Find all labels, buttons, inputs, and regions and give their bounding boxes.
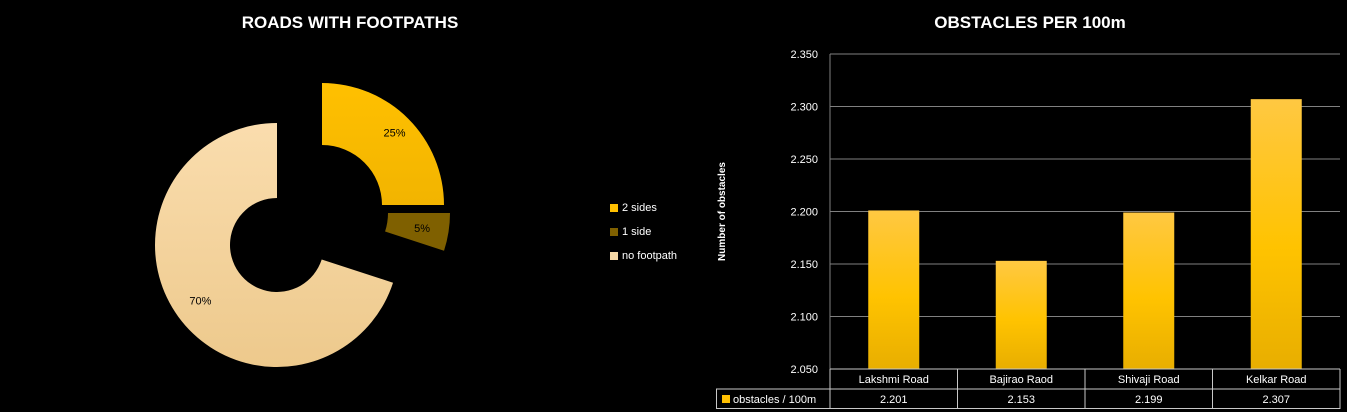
donut-data-label: 70%: [189, 296, 211, 308]
y-tick-label: 2.350: [790, 49, 818, 61]
legend-swatch: [610, 252, 618, 260]
y-axis-title: Number of obstacles: [717, 162, 728, 261]
y-tick-label: 2.200: [790, 207, 818, 219]
bar-chart-title: OBSTACLES PER 100m: [934, 13, 1126, 32]
legend-item-1-side: 1 side: [610, 220, 677, 244]
table-series-name: obstacles / 100m: [733, 394, 816, 406]
x-category-label: Shivaji Road: [1118, 374, 1180, 386]
x-category-label: Bajirao Raod: [989, 374, 1053, 386]
table-value: 2.307: [1262, 394, 1290, 406]
table-value: 2.153: [1007, 394, 1035, 406]
table-value: 2.199: [1135, 394, 1163, 406]
legend-swatch: [610, 204, 618, 212]
legend-item-no-footpath: no footpath: [610, 244, 677, 268]
x-category-label: Kelkar Road: [1246, 374, 1307, 386]
bar-chart: 2.050 2.100 2.150 2.200 2.250 2.300 2.350 Numbe…: [716, 49, 1341, 409]
legend-item-2-sides: 2 sides: [610, 196, 677, 220]
legend-label: 2 sides: [622, 202, 657, 214]
y-tick-label: 2.250: [790, 154, 818, 166]
bar-Kelkar-Road: [1250, 99, 1302, 370]
y-tick-label: 2.100: [790, 312, 818, 324]
donut-chart: 25% 5% 70%: [154, 83, 450, 367]
legend-label: 1 side: [622, 226, 652, 238]
x-category-label: Lakshmi Road: [859, 374, 929, 386]
table-value: 2.201: [880, 394, 908, 406]
bar-Bajirao-Raod: [995, 260, 1047, 369]
legend-swatch: [610, 228, 618, 236]
donut-legend: 2 sides 1 side no footpath: [610, 196, 677, 268]
y-tick-label: 2.300: [790, 102, 818, 114]
bar-Shivaji-Road: [1123, 212, 1175, 369]
donut-data-label: 5%: [414, 223, 430, 235]
donut-data-label: 25%: [383, 127, 405, 139]
y-tick-label: 2.150: [790, 259, 818, 271]
donut-slice-no-footpath: [154, 123, 394, 367]
legend-label: no footpath: [622, 250, 678, 262]
y-tick-label: 2.050: [790, 364, 818, 376]
donut-chart-title: ROADS WITH FOOTPATHS: [241, 13, 459, 32]
bar-Lakshmi-Road: [868, 210, 920, 369]
table-legend-swatch: [722, 395, 730, 403]
donut-slice-1-side: [385, 213, 450, 251]
donut-slice-2-sides: [322, 83, 444, 205]
